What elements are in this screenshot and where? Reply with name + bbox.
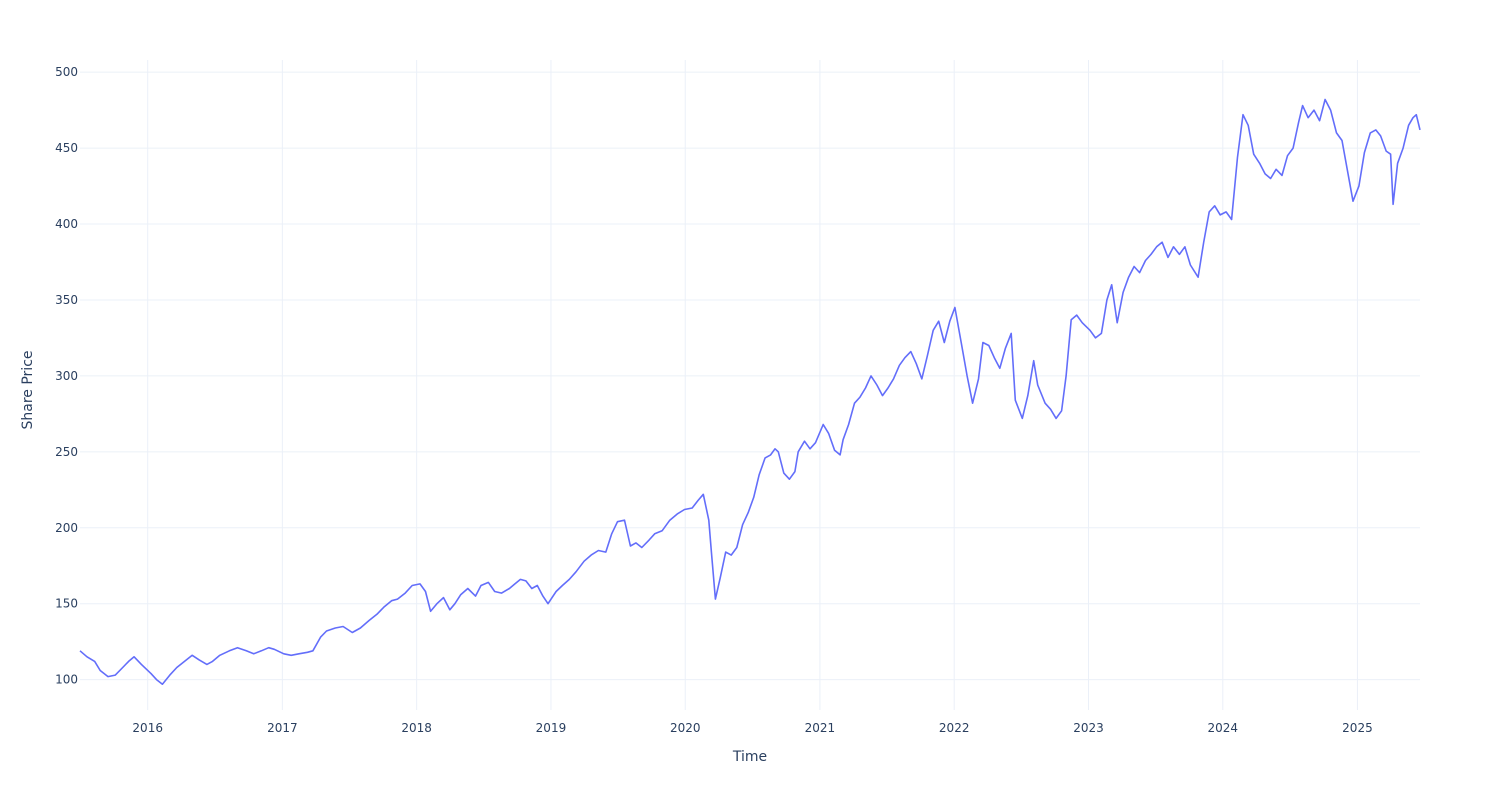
- y-tick-label: 450: [55, 141, 78, 155]
- x-axis-title: Time: [732, 749, 767, 765]
- x-tick-label: 2018: [401, 721, 432, 735]
- series-layer: [79, 98, 1421, 686]
- y-axis-ticks: 100 150 200 250 300 350 400 450 500: [55, 65, 78, 686]
- x-tick-label: 2019: [536, 721, 567, 735]
- y-tick-label: 200: [55, 521, 78, 535]
- x-tick-label: 2022: [939, 721, 970, 735]
- x-tick-label: 2025: [1342, 721, 1373, 735]
- price-series-line: [79, 98, 1421, 686]
- x-tick-label: 2021: [805, 721, 836, 735]
- x-tick-label: 2020: [670, 721, 701, 735]
- y-tick-label: 100: [55, 673, 78, 687]
- horizontal-gridlines: [80, 71, 1420, 681]
- x-tick-label: 2017: [267, 721, 298, 735]
- x-tick-label: 2016: [132, 721, 163, 735]
- vertical-gridlines: [147, 60, 1358, 710]
- y-axis-title: Share Price: [20, 350, 36, 429]
- x-tick-label: 2024: [1208, 721, 1239, 735]
- y-tick-label: 250: [55, 445, 78, 459]
- y-tick-label: 150: [55, 597, 78, 611]
- y-tick-label: 500: [55, 65, 78, 79]
- x-axis-ticks: 2016 2017 2018 2019 2020 2021 2022 2023 2024 2025: [132, 721, 1372, 735]
- y-tick-label: 400: [55, 217, 78, 231]
- y-tick-label: 300: [55, 369, 78, 383]
- y-tick-label: 350: [55, 293, 78, 307]
- x-tick-label: 2023: [1073, 721, 1104, 735]
